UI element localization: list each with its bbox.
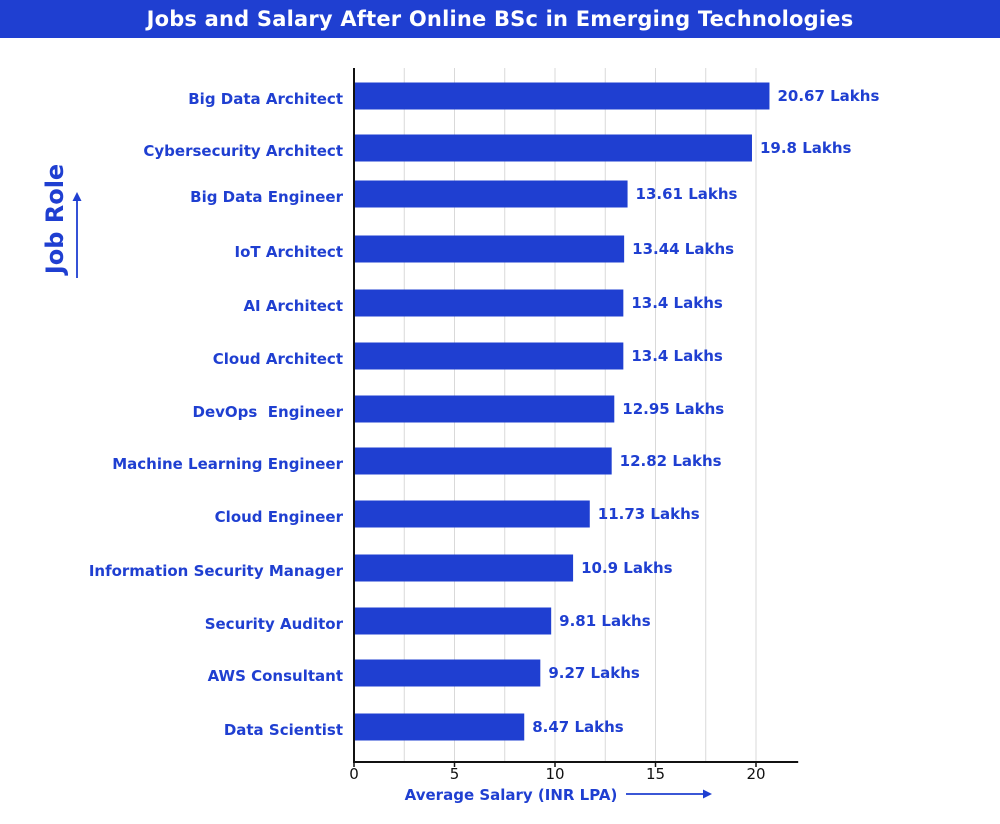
value-label: 12.95 Lakhs [622, 400, 724, 418]
category-label: Cybersecurity Architect [143, 142, 343, 160]
value-label: 13.4 Lakhs [631, 347, 723, 365]
y-axis-title: Job Role [41, 164, 69, 276]
value-label: 12.82 Lakhs [620, 452, 722, 470]
value-label: 9.27 Lakhs [548, 664, 640, 682]
bar [354, 395, 615, 423]
labels: 20.67 Lakhs Big Data Architect 19.8 Lakhs C… [89, 87, 880, 739]
category-label: DevOps Engineer [193, 403, 344, 421]
value-label: 8.47 Lakhs [532, 718, 624, 736]
bar [354, 235, 625, 263]
value-label: 13.4 Lakhs [631, 294, 723, 312]
bar [354, 134, 752, 162]
bar [354, 447, 612, 475]
bar [354, 713, 525, 741]
category-label: Security Auditor [205, 615, 344, 633]
bar [354, 500, 590, 528]
bar [354, 289, 624, 317]
axes: 0 5 10 15 20 [349, 68, 799, 783]
x-tick-label: 0 [349, 765, 359, 783]
bar [354, 180, 628, 208]
category-label: Data Scientist [224, 721, 343, 739]
bar [354, 607, 552, 635]
category-label: Machine Learning Engineer [112, 455, 343, 473]
x-axis-arrow [626, 789, 712, 799]
value-label: 13.44 Lakhs [632, 240, 734, 258]
category-label: AWS Consultant [208, 667, 343, 685]
chart-title-bar: Jobs and Salary After Online BSc in Emer… [0, 0, 1000, 38]
value-label: 9.81 Lakhs [559, 612, 651, 630]
value-label: 13.61 Lakhs [636, 185, 738, 203]
category-label: Information Security Manager [89, 562, 344, 580]
category-label: Cloud Architect [213, 350, 343, 368]
chart-title: Jobs and Salary After Online BSc in Emer… [146, 7, 854, 31]
value-label: 11.73 Lakhs [598, 505, 700, 523]
value-label: 10.9 Lakhs [581, 559, 673, 577]
bar [354, 554, 574, 582]
value-label: 20.67 Lakhs [777, 87, 879, 105]
category-label: Cloud Engineer [215, 508, 344, 526]
bar [354, 659, 541, 687]
category-label: AI Architect [243, 297, 343, 315]
value-label: 19.8 Lakhs [760, 139, 852, 157]
x-axis-title: Average Salary (INR LPA) [405, 786, 618, 804]
x-tick-label: 20 [746, 765, 765, 783]
y-axis-arrow [72, 192, 82, 278]
bar [354, 82, 770, 110]
category-label: IoT Architect [235, 243, 343, 261]
category-label: Big Data Engineer [190, 188, 343, 206]
x-tick-label: 15 [646, 765, 665, 783]
category-label: Big Data Architect [188, 90, 343, 108]
x-tick-label: 10 [545, 765, 564, 783]
x-tick-label: 5 [450, 765, 460, 783]
bar [354, 342, 624, 370]
bars [354, 82, 770, 741]
